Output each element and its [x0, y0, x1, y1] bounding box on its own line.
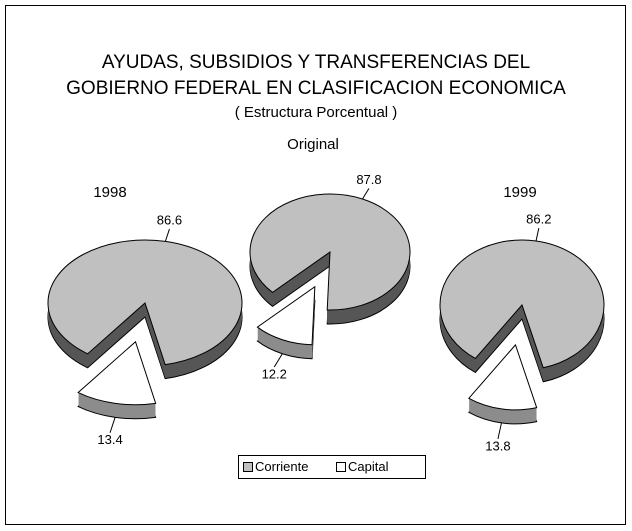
pie-slice [468, 343, 538, 411]
pie-slice-group [47, 239, 243, 380]
chart-subtitle: ( Estructura Porcentual ) [235, 104, 398, 121]
leader-line [535, 228, 540, 242]
legend: Corriente Capital [238, 455, 426, 479]
leader-line [497, 422, 502, 440]
pie-slice [439, 239, 605, 369]
pie-slice-group [256, 285, 316, 360]
pie-title: 1999 [503, 184, 536, 201]
legend-label: Capital [348, 459, 389, 474]
pie-slice-group [249, 193, 411, 325]
pie-slice-group [468, 343, 538, 425]
value-label: 87.8 [356, 172, 381, 187]
value-label: 12.2 [262, 366, 287, 381]
leader-line [164, 228, 170, 242]
leader-line [362, 188, 370, 200]
pie-slice [47, 239, 243, 366]
value-label: 86.6 [157, 213, 182, 228]
value-label: 13.4 [97, 432, 122, 447]
pie-slice-group [77, 340, 157, 420]
leader-line [109, 417, 116, 433]
pie-title: 1998 [93, 184, 126, 201]
value-label: 86.2 [526, 212, 551, 227]
chart-title: GOBIERNO FEDERAL EN CLASIFICACION ECONOM… [66, 78, 566, 99]
pie-title: Original [287, 136, 339, 153]
pie-slice-group [439, 239, 605, 383]
legend-swatch [336, 462, 346, 472]
leader-line [273, 353, 283, 368]
pie-slice [256, 285, 316, 346]
pie-slice [77, 340, 157, 406]
legend-box [238, 455, 426, 479]
value-label: 13.8 [485, 438, 510, 453]
chart-title: AYUDAS, SUBSIDIOS Y TRANSFERENCIAS DEL [102, 52, 530, 73]
legend-swatch [243, 462, 253, 472]
legend-label: Corriente [255, 459, 308, 474]
